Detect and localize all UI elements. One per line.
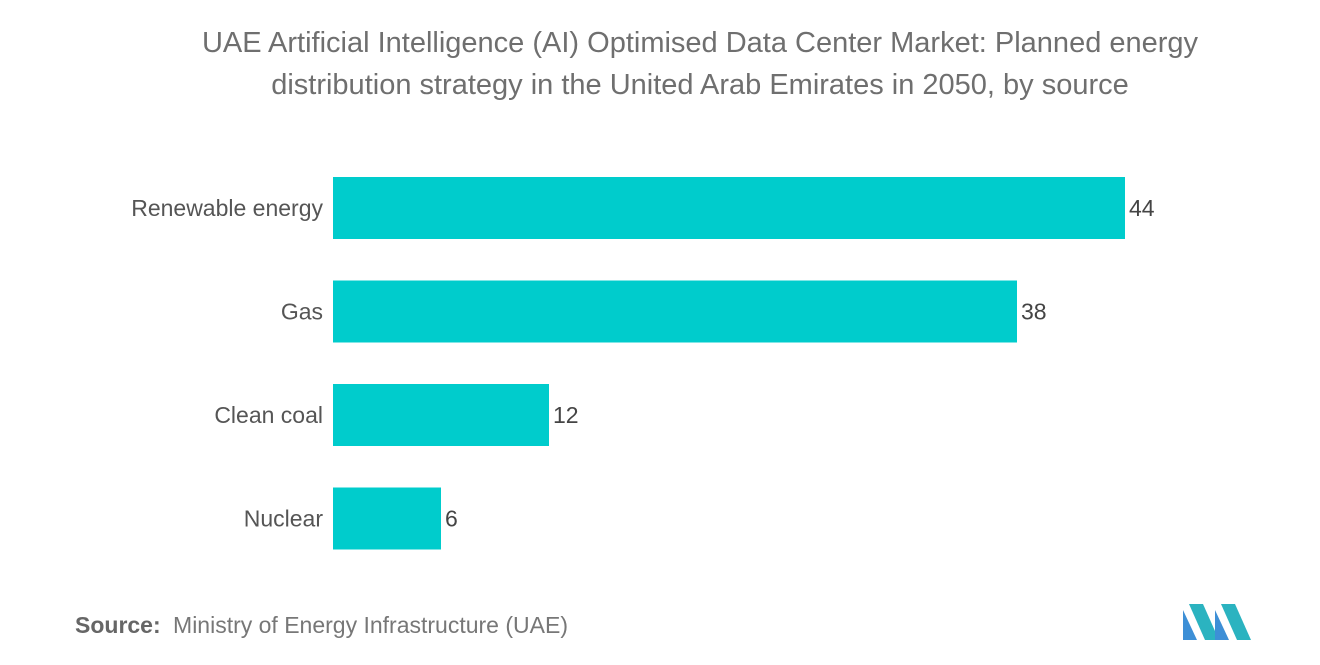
value-label: 6 <box>445 506 458 532</box>
brand-logo-icon <box>1183 604 1251 640</box>
category-label: Clean coal <box>214 402 323 428</box>
chart-title-line-2: distribution strategy in the United Arab… <box>271 69 1129 101</box>
source-note: Source: Ministry of Energy Infrastructur… <box>75 612 568 639</box>
source-text: Ministry of Energy Infrastructure (UAE) <box>173 612 568 638</box>
value-label: 44 <box>1129 195 1155 221</box>
bar-clean-coal <box>333 384 549 446</box>
value-label: 12 <box>553 402 579 428</box>
category-label: Nuclear <box>244 506 324 532</box>
value-label: 38 <box>1021 299 1047 325</box>
category-label: Renewable energy <box>131 195 323 221</box>
bar-nuclear <box>333 487 441 550</box>
bar-gas <box>333 280 1017 343</box>
chart-title-line-1: UAE Artificial Intelligence (AI) Optimis… <box>201 27 1199 59</box>
bar-chart: Renewable energy 44 Gas 38 Clean coal 12 Nucle… <box>131 177 1155 550</box>
bar-renewable-energy <box>333 177 1125 239</box>
chart-title: UAE Artificial Intelligence (AI) Optimis… <box>120 22 1280 106</box>
category-label: Gas <box>281 299 323 325</box>
source-label: Source: <box>75 612 161 638</box>
